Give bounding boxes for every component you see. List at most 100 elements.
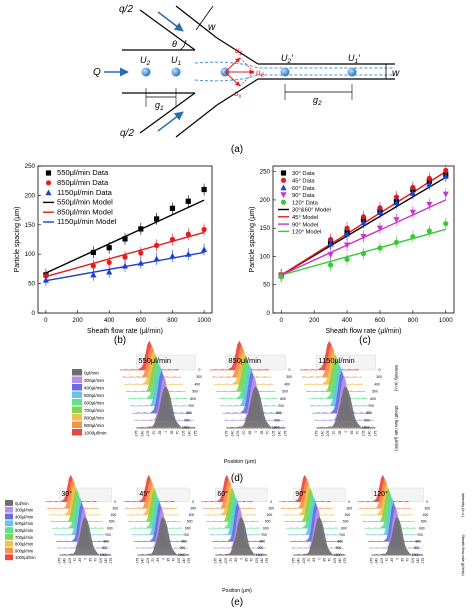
depth-tick-label: 800 [337, 540, 343, 544]
legend-label: 120° Model [292, 230, 321, 236]
data-point [327, 252, 334, 258]
x-tick-label: 140 [104, 558, 108, 564]
channel-schematic: q/2 q/2 w w θ Q U2 U1 U2′ U1′ g1 g2 uz u… [93, 4, 400, 155]
data-point [154, 242, 160, 248]
x-tick-label: -175 [213, 558, 217, 565]
particle-u1 [171, 67, 181, 77]
y-axis-label: Particle spacing (μm) [249, 207, 256, 273]
x-tick-label: 140 [338, 558, 342, 564]
y-tick-label: 0 [32, 310, 36, 317]
plot-title: 30° [61, 490, 72, 498]
legend-label: 500μl/min [84, 393, 104, 398]
streamline-upper [194, 61, 395, 69]
x-tick-label: -175 [224, 430, 228, 437]
panel-e-label: (e) [231, 597, 243, 608]
legend-swatch [45, 170, 52, 176]
x-tick-label: 105 [362, 431, 366, 437]
intensity-profile [136, 386, 196, 428]
x-tick-label: -175 [314, 430, 318, 437]
data-point [122, 236, 128, 242]
x-tick-label: 175 [343, 558, 347, 564]
label-U1: U1 [171, 55, 182, 67]
x-tick-label: -140 [141, 558, 145, 565]
x-tick-label: 70 [328, 558, 332, 562]
x-tick-label: 175 [283, 431, 287, 437]
legend-swatch [5, 540, 13, 547]
depth-tick-label: 900 [336, 546, 342, 550]
legend-label: 45° Model [292, 215, 318, 221]
data-point [169, 252, 176, 259]
depth-tick-label: 700 [261, 533, 267, 537]
data-point [169, 205, 176, 211]
data-point [169, 236, 176, 243]
depth-tick-label: 1000 [178, 553, 186, 557]
x-tick-label: 70 [406, 558, 410, 562]
label-g1: g1 [155, 100, 164, 112]
x-tick-label: 140 [182, 558, 186, 564]
x-axis-label: Position (μm) [224, 459, 257, 465]
x-tick-label: 140 [260, 558, 264, 564]
lower-sheath-wall-left [139, 92, 196, 134]
y-tick-label: 150 [25, 222, 36, 229]
x-tick-label: -70 [152, 430, 156, 435]
x-tick-label: 140 [416, 558, 420, 564]
plot-title: 1150μl/min [318, 356, 354, 365]
legend-label: 550μl/min Model [57, 198, 113, 207]
velocity-uz-vector [224, 57, 241, 73]
depth-tick-label: 400 [345, 513, 351, 517]
legend-label: 90° Data [292, 193, 315, 199]
x-tick-label: 70 [250, 558, 254, 562]
intensity-profile [215, 516, 268, 555]
intensity-profile [59, 516, 112, 555]
y-tick-label: 100 [260, 253, 271, 260]
legend-label: 850μl/min Data [57, 178, 109, 187]
depth-tick-label: 300 [286, 375, 292, 379]
depth-tick-label: 300 [424, 506, 430, 510]
x-tick-label: -35 [248, 430, 252, 435]
legend-label: 400μl/min [84, 386, 104, 391]
data-point [201, 186, 207, 193]
depth-tick-label: 1000 [100, 553, 108, 557]
data-point [343, 230, 351, 237]
data-point [154, 216, 160, 222]
depth-tick-label: 500 [187, 520, 193, 524]
data-point [153, 255, 160, 262]
depth-tick-label: 700 [417, 533, 423, 537]
depth-tick-label: 800 [181, 540, 187, 544]
x-tick-label: 600 [375, 317, 386, 324]
x-tick-label: 105 [411, 558, 415, 564]
label-g2: g2 [313, 95, 322, 107]
depth-tick-label: 0 [114, 500, 116, 504]
particle-u2-prime [280, 67, 290, 77]
data-point [393, 199, 400, 206]
converging-wall-bottom [216, 78, 259, 106]
legend-swatch [5, 547, 13, 554]
x-tick-label: 1000 [197, 317, 211, 324]
plot-title: 850μl/min [228, 356, 261, 365]
chart-b: 0 200 400 600 800 1000 0 50 100 150 200 250 Sheath f… [14, 163, 213, 335]
x-tick-label: 175 [193, 431, 197, 437]
legend-swatch [45, 180, 52, 186]
legend-label: 300μl/min [84, 378, 104, 383]
x-tick-label: 70 [356, 430, 360, 434]
x-tick-label: -175 [369, 558, 373, 565]
data-point [90, 271, 97, 278]
x-tick-label: 175 [187, 558, 191, 564]
x-tick-label: -35 [390, 558, 394, 563]
legend-label: 700μl/min [84, 408, 104, 413]
depth-tick-label: 900 [184, 418, 190, 422]
x-tick-label: -105 [224, 558, 228, 565]
x-tick-label: 400 [104, 317, 115, 324]
legend-swatch [72, 391, 82, 398]
legend-swatch [280, 199, 287, 205]
width-marker-top [195, 5, 214, 31]
x-tick-label: -70 [307, 558, 311, 563]
upper-sheath-wall-right [175, 5, 218, 39]
legend-label: 900μl/min [84, 423, 104, 428]
plot-title: 60° [217, 490, 228, 498]
particle-u1-prime [347, 67, 357, 77]
depth-tick-label: 900 [180, 546, 186, 550]
x-tick-label: -35 [158, 430, 162, 435]
depth-tick-label: 900 [274, 418, 280, 422]
depth-tick-label: 300 [112, 506, 118, 510]
